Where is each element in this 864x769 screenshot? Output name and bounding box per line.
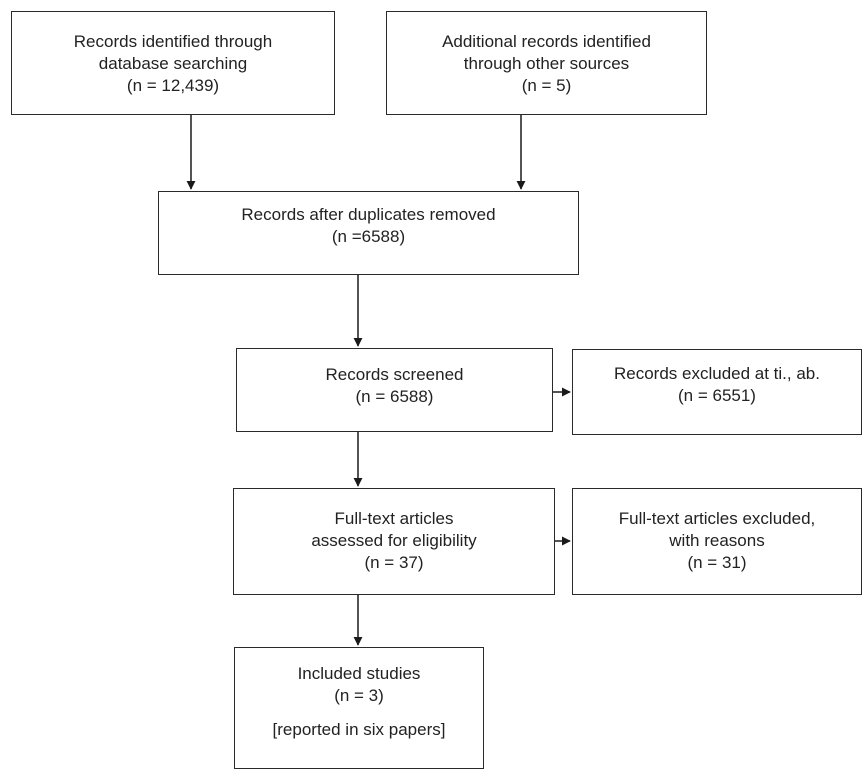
- box-text-line: database searching: [98, 54, 248, 73]
- included-studies-box: Included studies (n = 3) [reported in si…: [234, 647, 484, 769]
- records-screened-box: Records screened (n = 6588): [236, 348, 553, 432]
- box-note: [reported in six papers]: [272, 720, 446, 739]
- box-count: (n = 37): [364, 553, 424, 572]
- box-text-line: assessed for eligibility: [311, 531, 477, 550]
- box-count: (n = 6588): [355, 387, 434, 406]
- box-count: (n = 31): [687, 553, 747, 572]
- box-text-line: Records after duplicates removed: [241, 205, 496, 224]
- records-identified-database-box: Records identified through database sear…: [11, 11, 335, 115]
- records-excluded-box: Records excluded at ti., ab. (n = 6551): [572, 349, 862, 435]
- box-text-line: Records identified through: [73, 32, 273, 51]
- box-count: (n = 12,439): [126, 76, 220, 95]
- box-text-line: Records screened: [325, 365, 464, 384]
- box-text-line: with reasons: [669, 531, 765, 550]
- box-text-line: through other sources: [463, 54, 630, 73]
- box-text-line: Records excluded at ti., ab.: [613, 364, 820, 383]
- box-count: (n = 5): [521, 76, 572, 95]
- box-count: (n = 6551): [678, 386, 756, 405]
- records-after-duplicates-box: Records after duplicates removed (n =658…: [158, 191, 579, 275]
- additional-records-box: Additional records identified through ot…: [386, 11, 707, 115]
- box-count: (n =6588): [331, 227, 406, 246]
- full-text-assessed-box: Full-text articles assessed for eligibil…: [233, 488, 555, 595]
- box-text-line: Full-text articles excluded,: [618, 509, 816, 528]
- box-text-line: Additional records identified: [442, 32, 651, 51]
- box-count: (n = 3): [334, 686, 384, 705]
- box-text-line: Included studies: [297, 664, 421, 683]
- full-text-excluded-box: Full-text articles excluded, with reason…: [572, 488, 862, 595]
- box-text-line: Full-text articles: [334, 509, 454, 528]
